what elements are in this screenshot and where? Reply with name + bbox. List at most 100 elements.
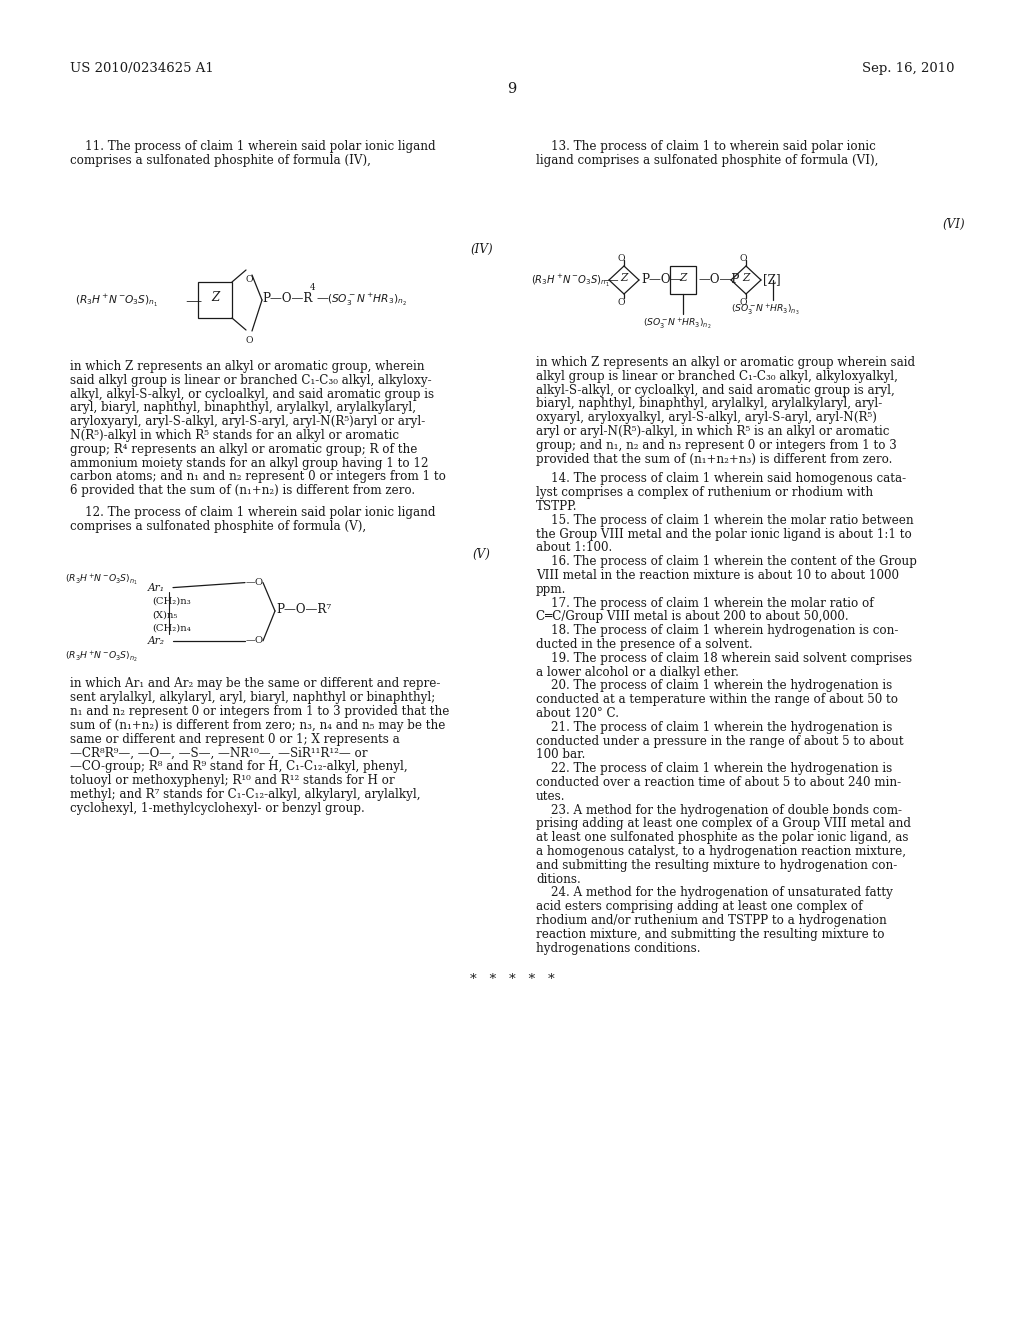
Text: aryloxyaryl, aryl-S-alkyl, aryl-S-aryl, aryl-N(R⁵)aryl or aryl-: aryloxyaryl, aryl-S-alkyl, aryl-S-aryl, … [70,416,425,428]
Text: cyclohexyl, 1-methylcyclohexyl- or benzyl group.: cyclohexyl, 1-methylcyclohexyl- or benzy… [70,801,365,814]
Text: ducted in the presence of a solvent.: ducted in the presence of a solvent. [536,638,753,651]
Text: group; and n₁, n₂ and n₃ represent 0 or integers from 1 to 3: group; and n₁, n₂ and n₃ represent 0 or … [536,438,897,451]
Text: group; R⁴ represents an alkyl or aromatic group; R of the: group; R⁴ represents an alkyl or aromati… [70,442,418,455]
Text: 100 bar.: 100 bar. [536,748,586,762]
Text: sum of (n₁+n₂) is different from zero; n₃, n₄ and n₅ may be the: sum of (n₁+n₂) is different from zero; n… [70,719,445,731]
Text: Sep. 16, 2010: Sep. 16, 2010 [861,62,954,75]
Text: VIII metal in the reaction mixture is about 10 to about 1000: VIII metal in the reaction mixture is ab… [536,569,899,582]
Text: 18. The process of claim 1 wherein hydrogenation is con-: 18. The process of claim 1 wherein hydro… [536,624,898,638]
Text: —O: —O [246,578,264,586]
Text: biaryl, naphthyl, binaphthyl, arylalkyl, arylalkylaryl, aryl-: biaryl, naphthyl, binaphthyl, arylalkyl,… [536,397,883,411]
Text: TSTPP.: TSTPP. [536,500,578,513]
Text: 16. The process of claim 1 wherein the content of the Group: 16. The process of claim 1 wherein the c… [536,556,916,568]
Text: about 120° C.: about 120° C. [536,708,618,719]
Text: —CO-group; R⁸ and R⁹ stand for H, C₁-C₁₂-alkyl, phenyl,: —CO-group; R⁸ and R⁹ stand for H, C₁-C₁₂… [70,760,408,774]
Text: (CH₂)n₃: (CH₂)n₃ [152,597,190,606]
Text: (X)n₅: (X)n₅ [152,610,177,619]
Text: 12. The process of claim 1 wherein said polar ionic ligand: 12. The process of claim 1 wherein said … [70,506,435,519]
Text: —O: —O [246,636,264,644]
Text: O: O [617,298,625,308]
Text: 13. The process of claim 1 to wherein said polar ionic: 13. The process of claim 1 to wherein sa… [536,140,876,153]
Text: $(SO_3^-\!N^+\!HR_3)_{n_2}$: $(SO_3^-\!N^+\!HR_3)_{n_2}$ [643,315,712,331]
Text: about 1:100.: about 1:100. [536,541,612,554]
Text: $(SO_3^-N^+\!HR_3)_{n_2}$: $(SO_3^-N^+\!HR_3)_{n_2}$ [327,292,407,308]
Text: conducted under a pressure in the range of about 5 to about: conducted under a pressure in the range … [536,735,903,747]
Text: prising adding at least one complex of a Group VIII metal and: prising adding at least one complex of a… [536,817,911,830]
Text: Z: Z [621,273,628,282]
Text: 6 provided that the sum of (n₁+n₂) is different from zero.: 6 provided that the sum of (n₁+n₂) is di… [70,484,415,498]
Text: P—O—R⁷: P—O—R⁷ [276,603,331,616]
Text: Z: Z [742,273,750,282]
Text: —O—P: —O—P [698,273,739,286]
Text: and submitting the resulting mixture to hydrogenation con-: and submitting the resulting mixture to … [536,859,897,871]
Text: rhodium and/or ruthenium and TSTPP to a hydrogenation: rhodium and/or ruthenium and TSTPP to a … [536,913,887,927]
Text: Z: Z [679,273,687,282]
Text: —: — [316,292,328,305]
Text: Ar₁: Ar₁ [148,582,165,593]
Text: —: — [603,273,617,286]
Text: ditions.: ditions. [536,873,581,886]
Text: carbon atoms; and n₁ and n₂ represent 0 or integers from 1 to: carbon atoms; and n₁ and n₂ represent 0 … [70,470,445,483]
Text: O: O [245,337,253,345]
Text: alkyl-S-alkyl, or cycloalkyl, and said aromatic group is aryl,: alkyl-S-alkyl, or cycloalkyl, and said a… [536,384,895,396]
Text: a homogenous catalyst, to a hydrogenation reaction mixture,: a homogenous catalyst, to a hydrogenatio… [536,845,906,858]
Text: in which Z represents an alkyl or aromatic group, wherein: in which Z represents an alkyl or aromat… [70,360,425,374]
Text: 21. The process of claim 1 wherein the hydrogenation is: 21. The process of claim 1 wherein the h… [536,721,892,734]
Text: said alkyl group is linear or branched C₁-C₃₀ alkyl, alkyloxy-: said alkyl group is linear or branched C… [70,374,432,387]
Text: aryl or aryl-N(R⁵)-alkyl, in which R⁵ is an alkyl or aromatic: aryl or aryl-N(R⁵)-alkyl, in which R⁵ is… [536,425,890,438]
Text: alkyl group is linear or branched C₁-C₃₀ alkyl, alkyloxyalkyl,: alkyl group is linear or branched C₁-C₃₀… [536,370,898,383]
Text: $(R_3H^+\!N^-\!O_3S)_{n_1}$: $(R_3H^+\!N^-\!O_3S)_{n_1}$ [75,293,159,309]
Text: in which Z represents an alkyl or aromatic group wherein said: in which Z represents an alkyl or aromat… [536,356,915,370]
Text: 9: 9 [507,82,517,96]
Text: same or different and represent 0 or 1; X represents a: same or different and represent 0 or 1; … [70,733,399,746]
Text: 23. A method for the hydrogenation of double bonds com-: 23. A method for the hydrogenation of do… [536,804,902,817]
Text: n₁ and n₂ represent 0 or integers from 1 to 3 provided that the: n₁ and n₂ represent 0 or integers from 1… [70,705,450,718]
Text: ammonium moiety stands for an alkyl group having 1 to 12: ammonium moiety stands for an alkyl grou… [70,457,428,470]
Text: aryl, biaryl, naphthyl, binaphthyl, arylalkyl, arylalkylaryl,: aryl, biaryl, naphthyl, binaphthyl, aryl… [70,401,416,414]
Text: P—O—R: P—O—R [262,292,312,305]
Text: —: — [185,293,202,310]
Text: ppm.: ppm. [536,583,566,595]
Text: a lower alcohol or a dialkyl ether.: a lower alcohol or a dialkyl ether. [536,665,739,678]
Text: (CH₂)n₄: (CH₂)n₄ [152,624,190,634]
Text: 19. The process of claim 18 wherein said solvent comprises: 19. The process of claim 18 wherein said… [536,652,912,665]
Text: at least one sulfonated phosphite as the polar ionic ligand, as: at least one sulfonated phosphite as the… [536,832,908,845]
Text: US 2010/0234625 A1: US 2010/0234625 A1 [70,62,214,75]
Text: 20. The process of claim 1 wherein the hydrogenation is: 20. The process of claim 1 wherein the h… [536,680,892,693]
Text: N(R⁵)-alkyl in which R⁵ stands for an alkyl or aromatic: N(R⁵)-alkyl in which R⁵ stands for an al… [70,429,399,442]
Text: oxyaryl, aryloxyalkyl, aryl-S-alkyl, aryl-S-aryl, aryl-N(R⁵): oxyaryl, aryloxyalkyl, aryl-S-alkyl, ary… [536,412,877,424]
Text: Z: Z [211,290,219,304]
Bar [670,267,696,294]
Text: (IV): (IV) [470,243,493,256]
Text: [Z]: [Z] [763,273,780,286]
Text: comprises a sulfonated phosphite of formula (IV),: comprises a sulfonated phosphite of form… [70,154,371,166]
Text: 11. The process of claim 1 wherein said polar ionic ligand: 11. The process of claim 1 wherein said … [70,140,435,153]
Text: 15. The process of claim 1 wherein the molar ratio between: 15. The process of claim 1 wherein the m… [536,513,913,527]
Text: 22. The process of claim 1 wherein the hydrogenation is: 22. The process of claim 1 wherein the h… [536,762,892,775]
Text: 4: 4 [310,282,315,292]
Text: the Group VIII metal and the polar ionic ligand is about 1:1 to: the Group VIII metal and the polar ionic… [536,528,911,541]
Text: $(R_3H^+\!N^-\!O_3S)_{n_1}$: $(R_3H^+\!N^-\!O_3S)_{n_1}$ [65,573,138,587]
Text: toluoyl or methoxyphenyl; R¹⁰ and R¹² stands for H or: toluoyl or methoxyphenyl; R¹⁰ and R¹² st… [70,774,394,787]
Text: (VI): (VI) [942,218,965,231]
Text: provided that the sum of (n₁+n₂+n₃) is different from zero.: provided that the sum of (n₁+n₂+n₃) is d… [536,453,892,466]
Text: acid esters comprising adding at least one complex of: acid esters comprising adding at least o… [536,900,862,913]
Text: 24. A method for the hydrogenation of unsaturated fatty: 24. A method for the hydrogenation of un… [536,887,893,899]
Text: utes.: utes. [536,789,565,803]
Text: comprises a sulfonated phosphite of formula (V),: comprises a sulfonated phosphite of form… [70,520,367,533]
Text: methyl; and R⁷ stands for C₁-C₁₂-alkyl, alkylaryl, arylalkyl,: methyl; and R⁷ stands for C₁-C₁₂-alkyl, … [70,788,421,801]
Text: Ar₂: Ar₂ [148,636,165,645]
Text: O: O [739,298,746,308]
Text: O: O [739,253,746,263]
Text: lyst comprises a complex of ruthenium or rhodium with: lyst comprises a complex of ruthenium or… [536,486,873,499]
Text: (V): (V) [472,548,489,561]
Text: —CR⁸R⁹—, —O—, —S—, —NR¹⁰—, —SiR¹¹R¹²— or: —CR⁸R⁹—, —O—, —S—, —NR¹⁰—, —SiR¹¹R¹²— or [70,746,368,759]
Text: C═C/Group VIII metal is about 200 to about 50,000.: C═C/Group VIII metal is about 200 to abo… [536,610,849,623]
Text: 17. The process of claim 1 wherein the molar ratio of: 17. The process of claim 1 wherein the m… [536,597,873,610]
Text: in which Ar₁ and Ar₂ may be the same or different and repre-: in which Ar₁ and Ar₂ may be the same or … [70,677,440,690]
Text: $(SO_3^-\!N^+\!HR_3)_{n_3}$: $(SO_3^-\!N^+\!HR_3)_{n_3}$ [731,302,800,317]
Text: P—O—: P—O— [641,273,682,286]
Text: $(R_3H^+\!N^-\!O_3S)_{n_2}$: $(R_3H^+\!N^-\!O_3S)_{n_2}$ [65,649,138,664]
Text: 14. The process of claim 1 wherein said homogenous cata-: 14. The process of claim 1 wherein said … [536,473,906,486]
Text: *   *   *   *   *: * * * * * [470,973,554,986]
